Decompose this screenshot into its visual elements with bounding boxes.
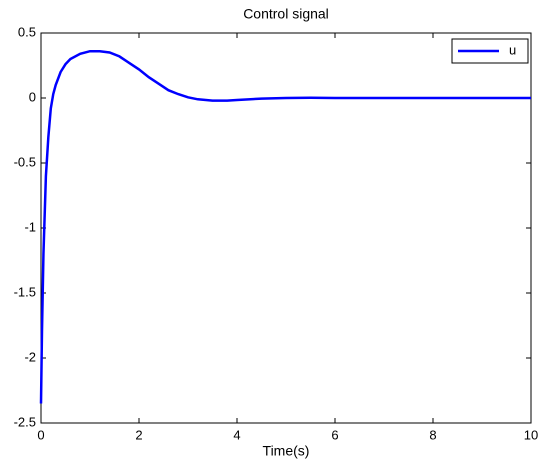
legend-label: u [509, 42, 516, 57]
x-tick-label: 0 [37, 427, 44, 442]
y-tick-label: -1 [24, 219, 36, 234]
x-tick-label: 4 [233, 427, 240, 442]
y-tick-label: 0.5 [18, 24, 36, 39]
y-tick-label: -2 [24, 349, 36, 364]
x-axis-label: Time(s) [263, 443, 310, 459]
y-tick-label: 0 [29, 89, 36, 104]
plot-frame [40, 32, 532, 424]
data-line [39, 49, 531, 404]
y-tick-label: -0.5 [14, 154, 36, 169]
x-tick-label: 6 [331, 427, 338, 442]
chart-title: Control signal [243, 6, 329, 22]
x-tick-label: 2 [135, 427, 142, 442]
x-tick-label: 8 [429, 427, 436, 442]
y-tick-label: -1.5 [14, 284, 36, 299]
y-tick-label: -2.5 [14, 414, 36, 429]
x-tick-label: 10 [524, 427, 538, 442]
